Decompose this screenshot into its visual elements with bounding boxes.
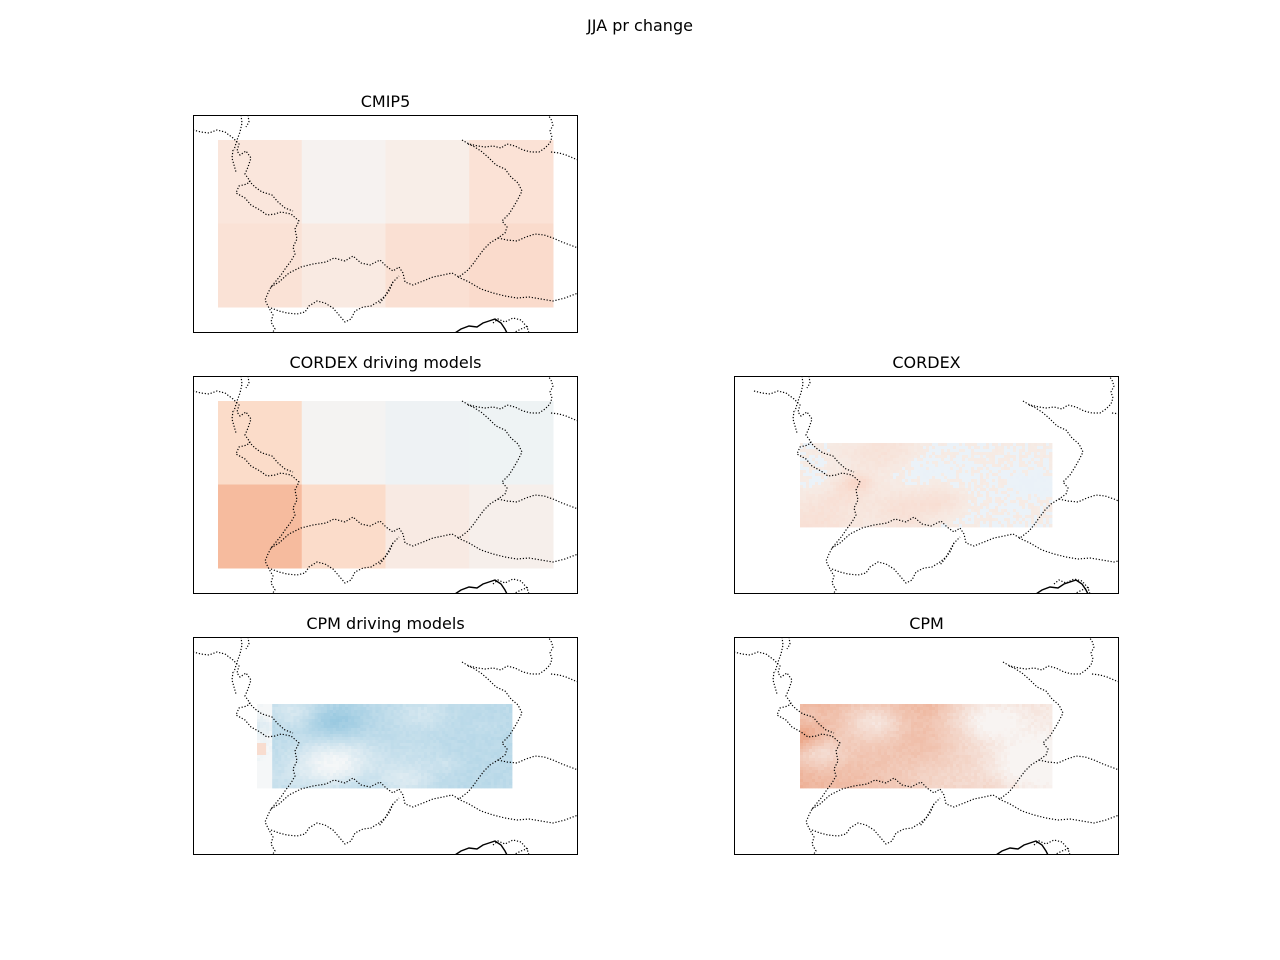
country-borders bbox=[734, 637, 1119, 855]
grid-cell bbox=[469, 140, 554, 224]
coastline bbox=[454, 318, 508, 333]
map-panel-cordex: CORDEX bbox=[734, 353, 1119, 594]
coastline bbox=[995, 840, 1049, 855]
map-canvas bbox=[193, 376, 578, 594]
grid-cell bbox=[385, 223, 470, 308]
grid-cell bbox=[469, 484, 554, 569]
data-field bbox=[800, 704, 1053, 789]
grid-cell bbox=[301, 401, 386, 485]
map-canvas bbox=[734, 637, 1119, 855]
grid-cell bbox=[218, 401, 303, 485]
map-canvas bbox=[734, 376, 1119, 594]
grid-cell bbox=[218, 223, 303, 308]
data-grid bbox=[218, 401, 554, 569]
coastline bbox=[454, 840, 508, 855]
country-borders bbox=[193, 637, 578, 855]
data-field bbox=[257, 704, 513, 789]
country-borders bbox=[193, 376, 578, 594]
grid-cell bbox=[385, 401, 470, 485]
grid-cell bbox=[469, 223, 554, 308]
grid-cell bbox=[469, 401, 554, 485]
map-panel-cordex-driving-models: CORDEX driving models bbox=[193, 353, 578, 594]
panel-title: CPM driving models bbox=[306, 614, 465, 633]
map-frame bbox=[734, 376, 1119, 594]
coastline bbox=[1035, 579, 1089, 594]
grid-cell bbox=[385, 140, 470, 224]
panel-title: CORDEX driving models bbox=[289, 353, 482, 372]
map-panel-cpm-driving-models: CPM driving models bbox=[193, 614, 578, 855]
map-panel-cmip5: CMIP5 bbox=[193, 92, 578, 333]
grid-cell bbox=[301, 223, 386, 308]
map-frame bbox=[193, 376, 578, 594]
map-frame bbox=[734, 637, 1119, 855]
grid-cell bbox=[301, 484, 386, 569]
data-field bbox=[800, 443, 1053, 528]
map-canvas bbox=[193, 115, 578, 333]
country-borders bbox=[753, 376, 1119, 594]
map-canvas bbox=[193, 637, 578, 855]
data-grid bbox=[218, 140, 554, 308]
panel-title: CMIP5 bbox=[360, 92, 411, 111]
panel-title: CORDEX bbox=[892, 353, 961, 372]
country-borders bbox=[193, 115, 578, 333]
map-frame bbox=[193, 637, 578, 855]
map-panel-cpm: CPM bbox=[734, 614, 1119, 855]
map-frame bbox=[193, 115, 578, 333]
grid-cell bbox=[301, 140, 386, 224]
grid-cell bbox=[385, 484, 470, 569]
coastline bbox=[454, 579, 508, 594]
grid-cell bbox=[218, 484, 303, 569]
grid-cell bbox=[218, 140, 303, 224]
figure-title: JJA pr change bbox=[587, 16, 693, 35]
panel-title: CPM bbox=[909, 614, 944, 633]
